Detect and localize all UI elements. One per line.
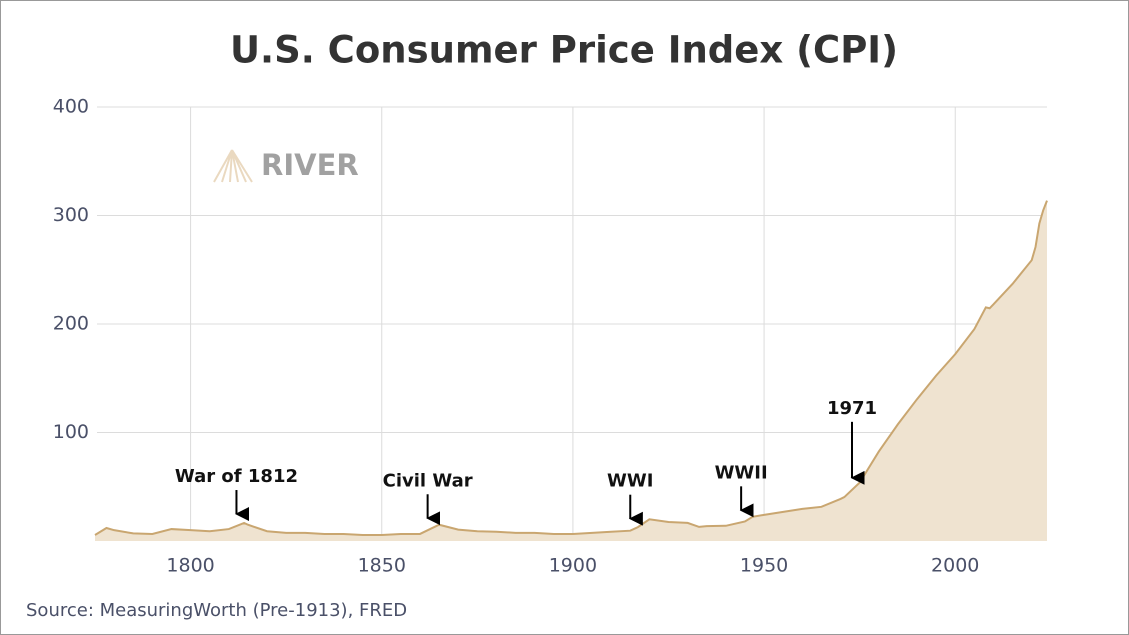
logo: RIVER: [213, 148, 359, 183]
annotation: 1971: [827, 398, 877, 419]
y-tick-label: 300: [53, 204, 89, 226]
grid: [97, 106, 1047, 541]
x-tick-label: 1950: [740, 555, 788, 577]
y-tick-label: 400: [53, 96, 89, 118]
annotation: War of 1812: [175, 466, 298, 487]
x-tick-label: 1850: [358, 555, 406, 577]
x-tick-label: 1800: [166, 555, 214, 577]
x-tick-label: 1900: [549, 555, 597, 577]
y-tick-label: 100: [53, 421, 89, 443]
area: [95, 200, 1047, 541]
line: [94, 200, 1048, 537]
source: Source: MeasuringWorth (Pre-1913), FRED: [26, 600, 407, 621]
logo-text: RIVER: [261, 148, 359, 182]
chart-title: U.S. Consumer Price Index (CPI): [230, 29, 898, 72]
annotation: Civil War: [383, 470, 473, 491]
annotation: WWII: [715, 462, 768, 483]
x-tick-label: 2000: [931, 555, 979, 577]
y-tick-label: 200: [53, 313, 89, 335]
annotation: WWI: [607, 471, 653, 492]
